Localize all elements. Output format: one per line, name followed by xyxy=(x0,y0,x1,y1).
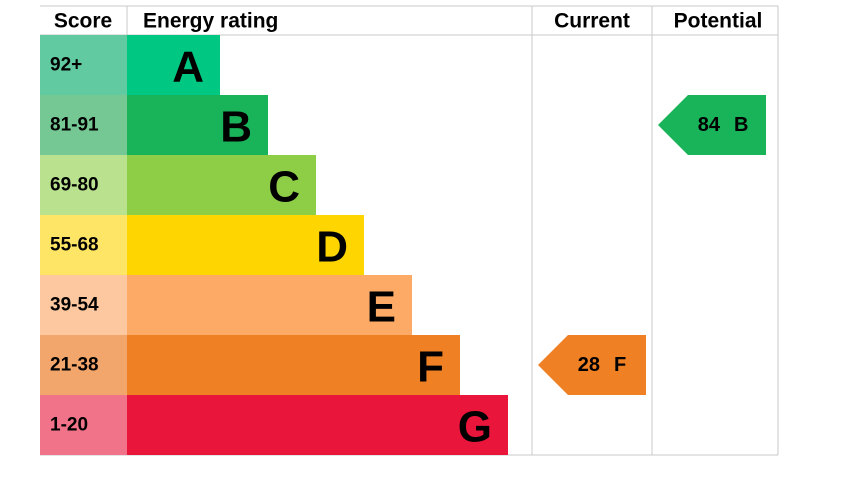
rating-bar xyxy=(127,95,268,155)
potential-rating: B xyxy=(734,114,748,136)
rating-letter: B xyxy=(220,103,252,152)
score-cell xyxy=(40,275,127,335)
score-label: 21-38 xyxy=(50,355,99,376)
score-label: 55-68 xyxy=(50,235,99,256)
score-cell xyxy=(40,215,127,275)
header-current: Current xyxy=(554,10,630,33)
score-cell xyxy=(40,155,127,215)
score-cell xyxy=(40,35,127,95)
rating-bar xyxy=(127,155,316,215)
rating-bar xyxy=(127,215,364,275)
current-value: 28 xyxy=(578,354,600,376)
score-label: 39-54 xyxy=(50,295,99,316)
score-label: 81-91 xyxy=(50,115,99,136)
rating-bar xyxy=(127,275,412,335)
rating-letter: F xyxy=(417,343,444,392)
score-cell xyxy=(40,395,127,455)
current-rating: F xyxy=(614,354,626,376)
score-label: 92+ xyxy=(50,55,82,76)
rating-letter: E xyxy=(367,283,396,332)
rating-letter: C xyxy=(268,163,300,212)
rating-bar xyxy=(127,35,220,95)
score-cell xyxy=(40,95,127,155)
score-label: 1-20 xyxy=(50,415,88,436)
header-score: Score xyxy=(54,10,112,33)
score-cell xyxy=(40,335,127,395)
current-arrow xyxy=(538,335,646,395)
rating-letter: D xyxy=(316,223,348,272)
header-rating: Energy rating xyxy=(143,10,278,33)
rating-bar xyxy=(127,335,460,395)
potential-arrow xyxy=(658,95,766,155)
header-potential: Potential xyxy=(674,10,763,33)
score-label: 69-80 xyxy=(50,175,99,196)
rating-letter: A xyxy=(172,43,204,92)
rating-letter: G xyxy=(458,403,492,452)
rating-bar xyxy=(127,395,508,455)
potential-value: 84 xyxy=(698,114,721,136)
